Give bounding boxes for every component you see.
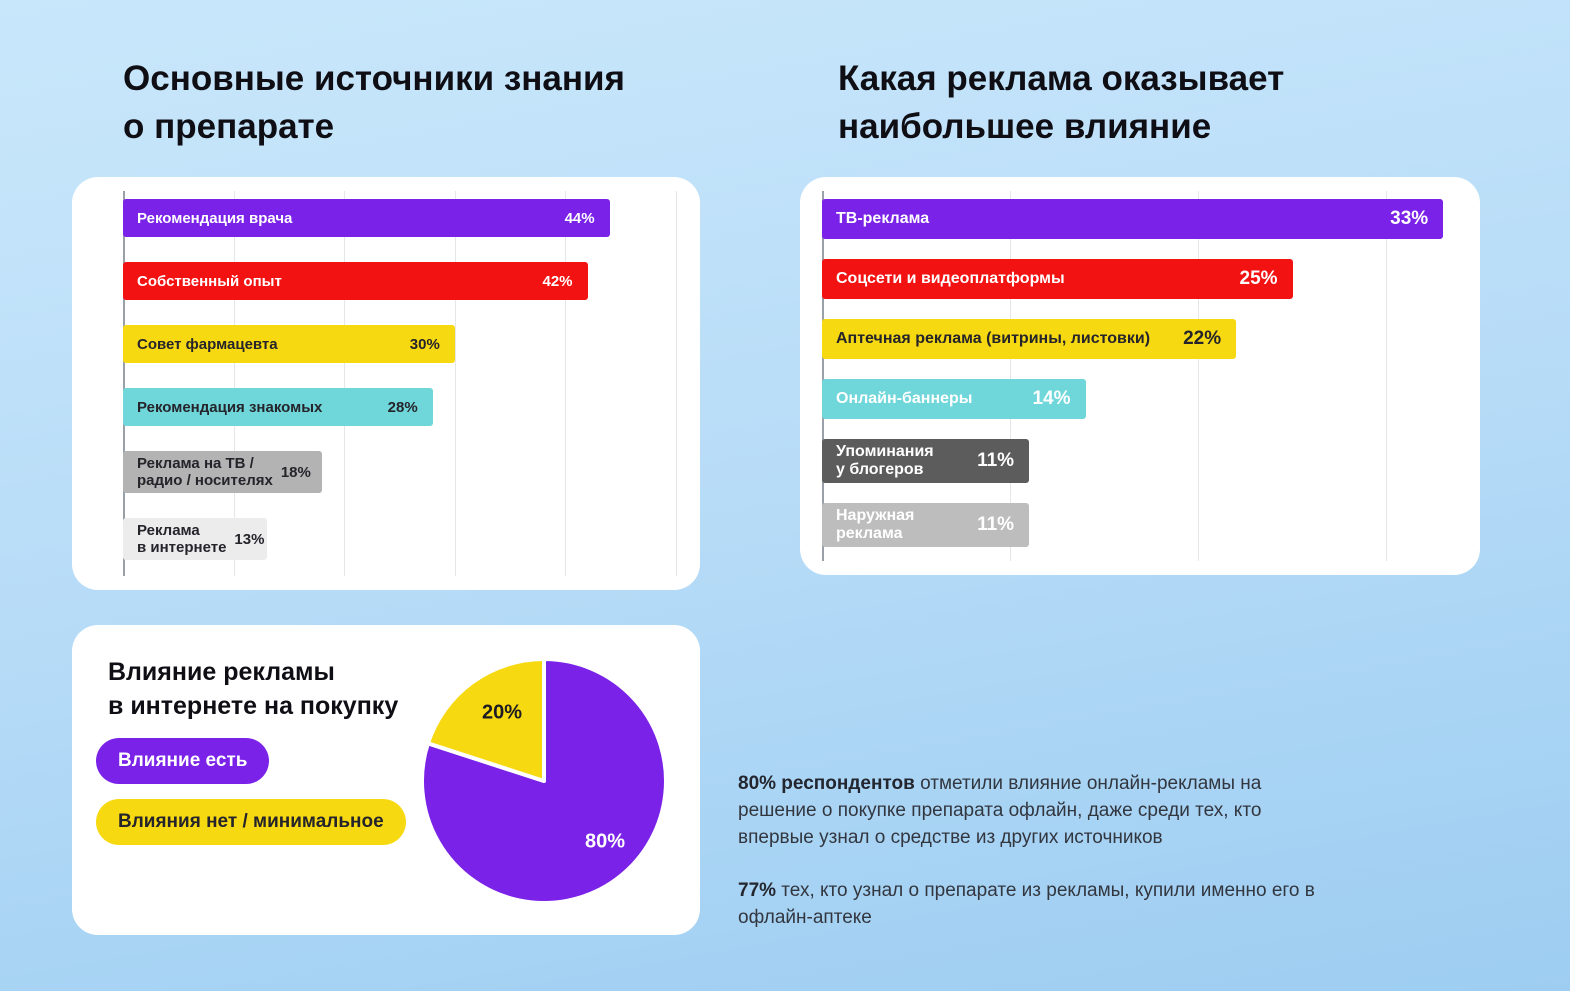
pie-slice-value: 20% <box>481 701 523 724</box>
bar-label: Собственный опыт <box>137 272 282 290</box>
bar-value: 11% <box>977 450 1015 471</box>
bar-value: 18% <box>280 463 311 481</box>
bar-tv-radio-ads: Реклама на ТВ / радио / носителях 18% <box>123 451 323 493</box>
gridline <box>676 191 677 576</box>
legend-item-influence-yes: Влияние есть <box>96 738 270 784</box>
bar-value: 25% <box>1239 268 1278 289</box>
title-line: Какая реклама оказывает <box>838 59 1285 98</box>
bar-row: Реклама в интернете 13% <box>123 518 676 560</box>
bar-friends-recommendation: Рекомендация знакомых 28% <box>123 388 433 426</box>
bar-label: Реклама на ТВ / радио / носителях <box>137 455 273 489</box>
y-axis-line <box>822 191 824 561</box>
gridline <box>565 191 567 576</box>
title-line: Основные источники знания <box>123 59 625 98</box>
bar-row: Упоминания у блогеров 11% <box>822 439 1462 483</box>
bar-value: 22% <box>1183 328 1222 349</box>
bar-label: Рекомендация знакомых <box>137 398 323 416</box>
gridline <box>233 191 235 576</box>
bar-row: Аптечная реклама (витрины, листовки) 22% <box>822 319 1462 359</box>
bar-doctor-recommendation: Рекомендация врача 44% <box>123 199 610 237</box>
gridline <box>1386 191 1388 561</box>
bar-row: Реклама на ТВ / радио / носителях 18% <box>123 451 676 493</box>
bar-group: ТВ-реклама 33% Соцсети и видеоплатформы … <box>822 191 1462 547</box>
bar-value: 11% <box>977 514 1015 535</box>
bar-label: Реклама в интернете <box>137 522 227 556</box>
bar-group: Рекомендация врача 44% Собственный опыт … <box>123 191 676 560</box>
bar-outdoor-ads: Наружная реклама 11% <box>822 503 1030 547</box>
bar-internet-ads: Реклама в интернете 13% <box>123 518 267 560</box>
bar-row: Рекомендация врача 44% <box>123 199 676 237</box>
bar-chart-plot: ТВ-реклама 33% Соцсети и видеоплатформы … <box>822 191 1462 561</box>
right-section-title: Какая реклама оказывает наибольшее влиян… <box>838 55 1284 151</box>
pie-chart-title: Влияние рекламы в интернете на покупку <box>108 658 399 720</box>
legend-label: Влияния нет / минимальное <box>118 811 384 832</box>
finding-highlight: 80% респондентов <box>738 773 915 794</box>
gridline <box>344 191 346 576</box>
legend-label: Влияние есть <box>118 750 248 771</box>
bar-tv-ads: ТВ-реклама 33% <box>822 199 1444 239</box>
bar-value: 13% <box>234 530 265 548</box>
bar-value: 33% <box>1390 208 1429 229</box>
online-ad-influence-pie-card: Влияние рекламы в интернете на покупку В… <box>72 625 700 935</box>
bar-label: Рекомендация врача <box>137 209 293 227</box>
gridline <box>1198 191 1200 561</box>
pie-svg <box>420 657 668 905</box>
pie-chart: 20% 80% <box>412 649 676 913</box>
knowledge-sources-chart-card: Рекомендация врача 44% Собственный опыт … <box>72 177 700 590</box>
legend-item-influence-no: Влияния нет / минимальное <box>96 799 406 845</box>
bar-value: 28% <box>387 398 418 416</box>
gridline <box>1010 191 1012 561</box>
gridline <box>454 191 456 576</box>
bar-label: Наружная реклама <box>836 507 915 542</box>
bar-online-banners: Онлайн-баннеры 14% <box>822 379 1086 419</box>
bar-row: Наружная реклама 11% <box>822 503 1462 547</box>
bar-row: Собственный опыт 42% <box>123 262 676 300</box>
bar-label: Упоминания у блогеров <box>836 443 934 478</box>
title-line: о препарате <box>123 107 335 146</box>
y-axis-line <box>123 191 125 576</box>
left-section-title: Основные источники знания о препарате <box>123 55 625 151</box>
ad-influence-chart-card: ТВ-реклама 33% Соцсети и видеоплатформы … <box>800 177 1480 575</box>
bar-row: ТВ-реклама 33% <box>822 199 1462 239</box>
key-findings-text: 80% респондентов отметили влияние онлайн… <box>738 770 1323 957</box>
bar-row: Совет фармацевта 30% <box>123 325 676 363</box>
bar-blogger-mentions: Упоминания у блогеров 11% <box>822 439 1030 483</box>
bar-label: Онлайн-баннеры <box>836 390 973 407</box>
bar-value: 44% <box>564 209 595 227</box>
pie-slice <box>425 657 546 783</box>
bar-row: Онлайн-баннеры 14% <box>822 379 1462 419</box>
finding-paragraph: 77% тех, кто узнал о препарате из реклам… <box>738 880 1315 928</box>
bar-label: Соцсети и видеоплатформы <box>836 270 1065 287</box>
finding-paragraph: 80% респондентов отметили влияние онлайн… <box>738 773 1262 848</box>
bar-label: Аптечная реклама (витрины, листовки) <box>836 330 1151 347</box>
bar-label: Совет фармацевта <box>137 335 278 353</box>
bar-value: 42% <box>542 272 573 290</box>
title-line: наибольшее влияние <box>838 107 1212 146</box>
bar-row: Соцсети и видеоплатформы 25% <box>822 259 1462 299</box>
bar-row: Рекомендация знакомых 28% <box>123 388 676 426</box>
bar-chart-plot: Рекомендация врача 44% Собственный опыт … <box>123 191 677 576</box>
bar-social-video: Соцсети и видеоплатформы 25% <box>822 259 1293 299</box>
bar-pharmacy-ads: Аптечная реклама (витрины, листовки) 22% <box>822 319 1237 359</box>
bar-value: 14% <box>1032 388 1071 409</box>
bar-label: ТВ-реклама <box>836 210 930 227</box>
bar-pharmacist-advice: Совет фармацевта 30% <box>123 325 455 363</box>
bar-own-experience: Собственный опыт 42% <box>123 262 588 300</box>
bar-value: 30% <box>409 335 440 353</box>
finding-highlight: 77% <box>738 880 777 901</box>
pie-slice-value: 80% <box>584 830 626 853</box>
